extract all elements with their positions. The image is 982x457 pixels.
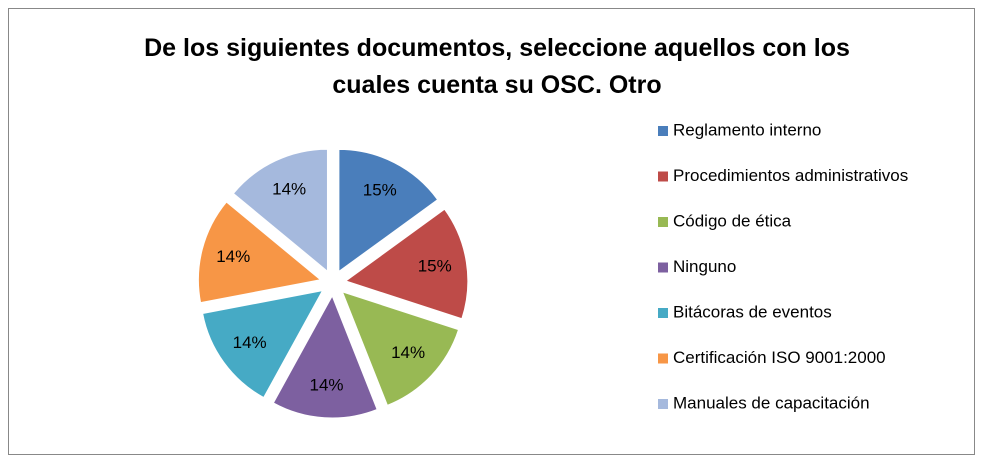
legend-swatch — [658, 262, 668, 273]
legend-swatch — [658, 308, 668, 318]
data-label: 15% — [363, 181, 397, 200]
pie-slice — [197, 201, 322, 304]
legend-swatch — [658, 171, 668, 182]
legend-label: Bitácoras de eventos — [673, 302, 832, 321]
chart-title: De los siguientes documentos, seleccione… — [144, 34, 850, 99]
pie-slice — [232, 148, 328, 273]
data-label: 14% — [233, 333, 267, 352]
chart-border — [8, 8, 975, 455]
data-label: 14% — [310, 375, 344, 394]
legend-label: Certificación ISO 9001:2000 — [673, 348, 886, 367]
pie-slice — [341, 291, 460, 406]
pie-slice — [338, 148, 439, 273]
data-label: 15% — [418, 256, 452, 275]
data-label: 14% — [391, 343, 425, 362]
legend-label: Manuales de capacitación — [673, 393, 870, 412]
legend-label: Procedimientos administrativos — [673, 166, 908, 185]
legend-swatch — [658, 399, 668, 409]
data-label: 14% — [272, 179, 306, 198]
pie-slice — [202, 289, 324, 399]
pie-slice — [344, 208, 469, 320]
pie-slice — [272, 294, 378, 419]
legend-label: Reglamento interno — [673, 120, 821, 139]
legend-swatch — [658, 353, 668, 364]
legend-swatch — [658, 126, 668, 136]
legend-label: Código de ética — [673, 211, 792, 230]
legend-swatch — [658, 217, 668, 227]
data-label: 14% — [216, 247, 250, 266]
legend-label: Ninguno — [673, 257, 736, 276]
